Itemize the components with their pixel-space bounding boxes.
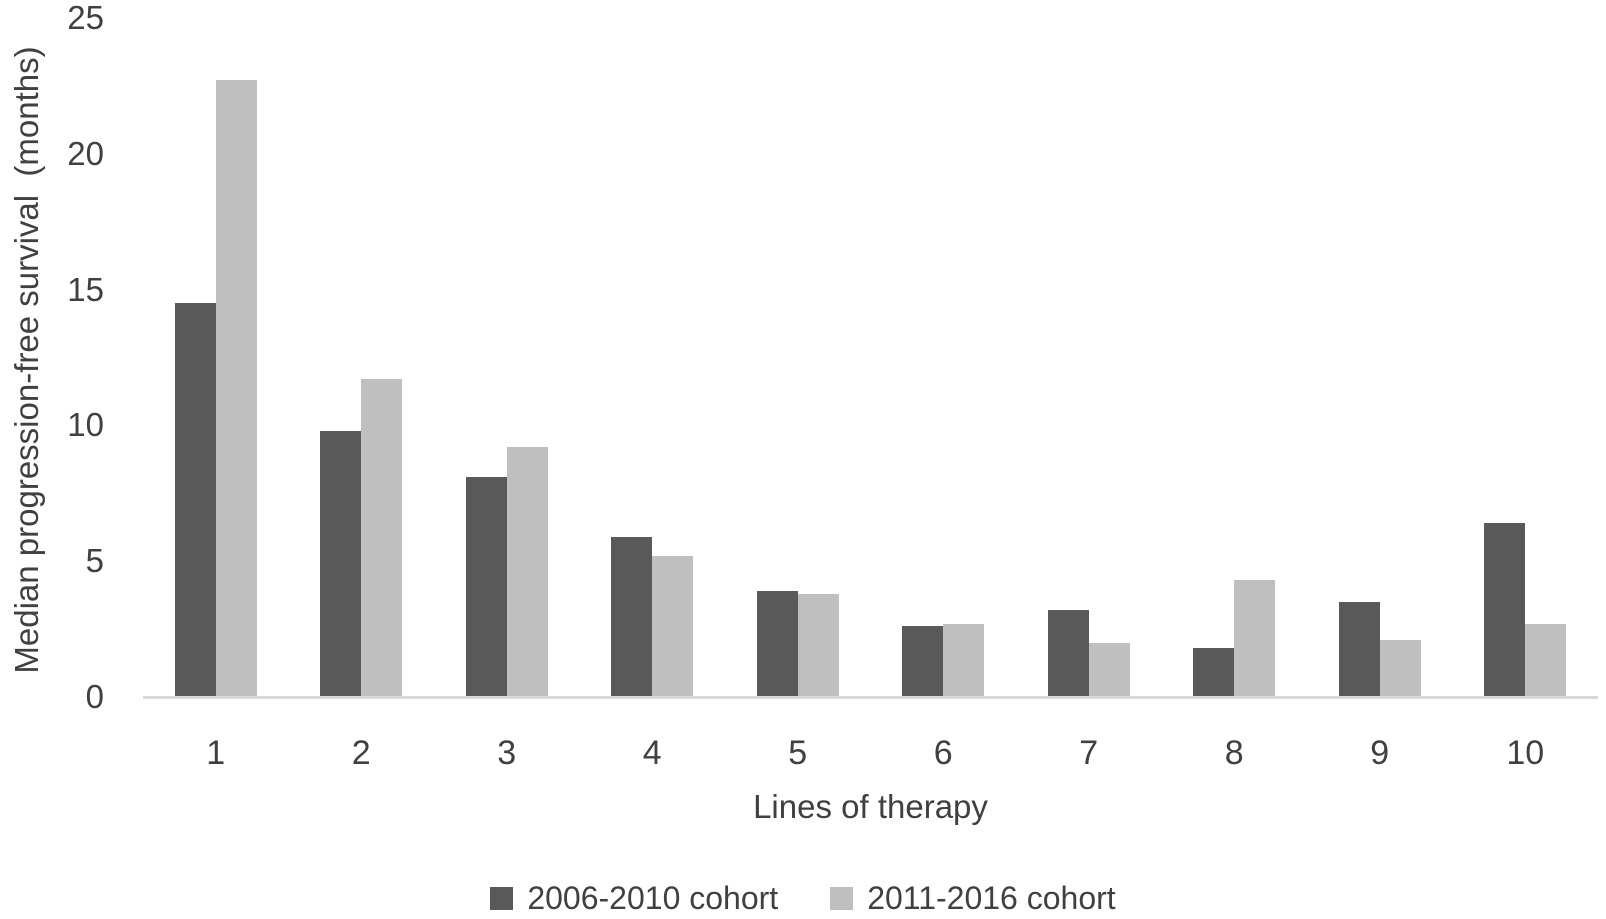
bar-2011-2016-cohort-line-6 [943,624,985,697]
x-tick-label-10: 10 [1506,734,1545,772]
x-axis-line [143,696,1598,699]
category-group-9 [1307,18,1453,697]
bar-2006-2010-cohort-line-3 [465,477,507,697]
bar-2006-2010-cohort-line-6 [902,626,944,697]
bar-2011-2016-cohort-line-9 [1379,640,1421,697]
plot-area [143,18,1598,697]
bar-2011-2016-cohort-line-5 [797,594,839,697]
category-group-4 [580,18,726,697]
legend-label: 2006-2010 cohort [527,880,779,916]
x-tick-label-4: 4 [642,734,662,772]
category-group-3 [434,18,580,697]
legend: 2006-2010 cohort 2011-2016 cohort [0,880,1606,916]
y-tick-label-25: 25 [67,0,104,36]
category-group-2 [289,18,435,697]
x-tick-label-2: 2 [351,734,371,772]
bar-2011-2016-cohort-line-3 [506,447,548,697]
category-group-1 [143,18,289,697]
bar-2006-2010-cohort-line-5 [756,591,798,697]
bar-2011-2016-cohort-line-1 [215,80,257,697]
category-group-7 [1016,18,1162,697]
category-group-10 [1453,18,1599,697]
bar-2006-2010-cohort-line-7 [1047,610,1089,697]
bar-2006-2010-cohort-line-2 [320,431,362,697]
category-group-6 [871,18,1017,697]
bar-2006-2010-cohort-line-9 [1338,602,1380,697]
legend-label: 2011-2016 cohort [867,880,1116,916]
y-tick-label-0: 0 [85,678,104,715]
x-tick-label-1: 1 [206,734,226,772]
x-axis-title: Lines of therapy [753,788,988,825]
y-tick-label-5: 5 [85,542,104,580]
x-tick-label-6: 6 [933,734,953,772]
category-group-8 [1162,18,1308,697]
y-tick-label-15: 15 [67,270,104,308]
x-tick-label-7: 7 [1079,734,1099,772]
bar-2011-2016-cohort-line-8 [1234,580,1276,697]
bar-2006-2010-cohort-line-4 [611,537,653,697]
x-tick-label-3: 3 [497,734,517,772]
bar-2011-2016-cohort-line-2 [361,379,403,697]
x-tick-label-9: 9 [1370,734,1390,772]
y-tick-label-10: 10 [67,406,104,444]
legend-swatch-icon [490,886,514,910]
category-group-5 [725,18,871,697]
bar-2011-2016-cohort-line-10 [1525,624,1567,697]
bar-2011-2016-cohort-line-4 [652,556,694,697]
legend-item-2006-2010-cohort: 2006-2010 cohort [490,880,778,916]
legend-item-2011-2016-cohort: 2011-2016 cohort [830,880,1116,916]
y-tick-label-20: 20 [67,134,104,172]
bar-2006-2010-cohort-line-1 [174,303,216,697]
legend-swatch-icon [830,886,854,910]
bar-2011-2016-cohort-line-7 [1088,643,1130,697]
bar-2006-2010-cohort-line-10 [1484,523,1526,697]
x-tick-label-5: 5 [788,734,808,772]
bar-2006-2010-cohort-line-8 [1193,648,1235,697]
y-axis-tick-labels: 0 5 10 15 20 25 [0,0,104,760]
x-axis-tick-labels: 1 2 3 4 5 6 7 8 9 10 [143,734,1598,773]
x-tick-label-8: 8 [1224,734,1244,772]
